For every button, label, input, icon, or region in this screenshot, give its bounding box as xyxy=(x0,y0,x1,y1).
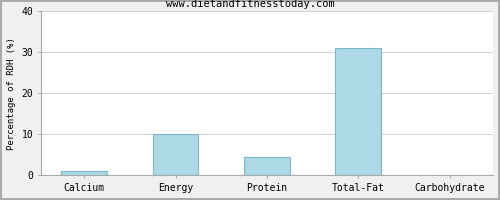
Text: www.dietandfitnesstoday.com: www.dietandfitnesstoday.com xyxy=(166,0,334,9)
Title: Beef, retail cuts, separable fat, raw per 1,000 oz (or 28,35 g)
www.dietandfitne: Beef, retail cuts, separable fat, raw pe… xyxy=(0,199,1,200)
Bar xyxy=(244,157,290,175)
Bar xyxy=(62,171,107,175)
Bar xyxy=(336,48,381,175)
Bar xyxy=(153,134,198,175)
Y-axis label: Percentage of RDH (%): Percentage of RDH (%) xyxy=(7,37,16,150)
